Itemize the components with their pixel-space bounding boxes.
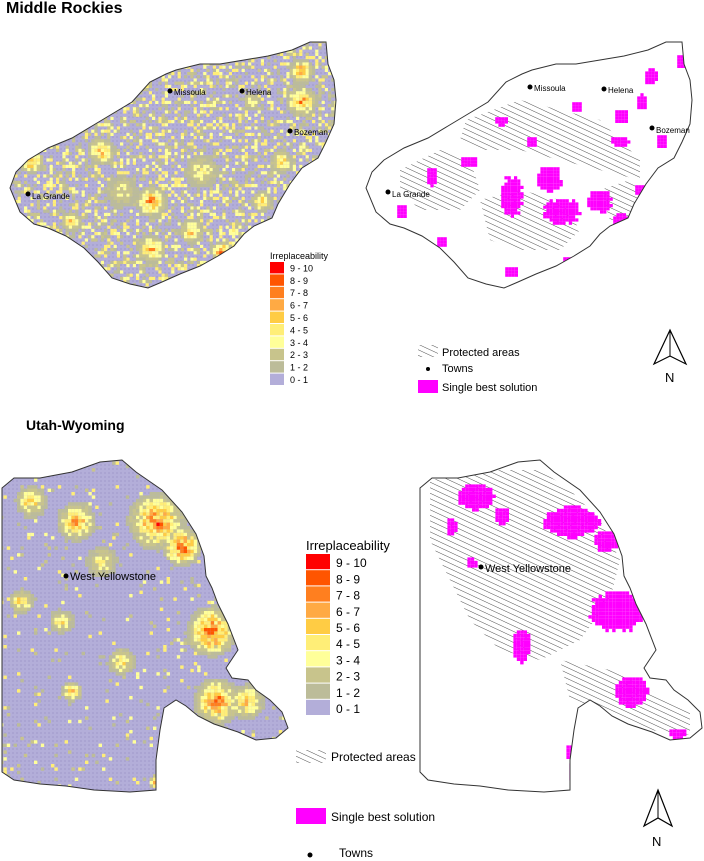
legend-label: 3 - 4 bbox=[290, 338, 308, 348]
legend-swatch bbox=[306, 618, 330, 634]
legend-swatch bbox=[306, 586, 330, 602]
legend-swatch bbox=[270, 373, 284, 385]
town-label-missoula: Missoula bbox=[534, 84, 566, 93]
north-label: N bbox=[665, 370, 674, 385]
town-marker bbox=[601, 86, 607, 92]
legend-middle-rockies: Irreplaceability 9 - 10 8 - 9 7 - 8 6 - 7 5 … bbox=[270, 251, 329, 385]
legend-label: 6 - 7 bbox=[290, 301, 308, 311]
town-label-helena: Helena bbox=[246, 88, 272, 97]
legend-label: 1 - 2 bbox=[336, 686, 360, 700]
towns-layer-middle-rockies-right: Missoula Helena Bozeman La Grande bbox=[385, 84, 690, 199]
legend-swatch bbox=[306, 667, 330, 683]
legend-label: 4 - 5 bbox=[336, 637, 360, 651]
legend-swatch bbox=[270, 336, 284, 348]
town-label-helena: Helena bbox=[608, 86, 634, 95]
town-label-west-yellowstone: West Yellowstone bbox=[70, 571, 156, 583]
legend-label: 7 - 8 bbox=[290, 288, 308, 298]
best-solution-swatch bbox=[418, 380, 438, 393]
town-marker bbox=[25, 191, 31, 197]
legend-swatch bbox=[306, 699, 330, 715]
town-marker bbox=[527, 84, 533, 90]
utah-wyoming-solution-map bbox=[419, 459, 703, 793]
legend-swatch bbox=[270, 274, 284, 286]
north-label: N bbox=[652, 834, 661, 849]
legend-swatch bbox=[270, 361, 284, 373]
legend-swatch bbox=[306, 651, 330, 667]
legend-swatch bbox=[306, 602, 330, 618]
legend-label: 4 - 5 bbox=[290, 325, 308, 335]
section-title-middle-rockies: Middle Rockies bbox=[6, 0, 123, 17]
town-marker bbox=[167, 88, 173, 94]
town-marker bbox=[385, 189, 391, 195]
town-marker bbox=[63, 573, 69, 579]
legend-label: 2 - 3 bbox=[290, 350, 308, 360]
town-marker bbox=[649, 125, 655, 131]
legend-utah-wyoming: Irreplaceability 9 - 10 8 - 9 7 - 8 6 - 7 5 … bbox=[306, 538, 390, 716]
towns-layer-utah-wyoming: West Yellowstone West Yellowstone bbox=[63, 563, 571, 583]
legend-label: 5 - 6 bbox=[336, 621, 360, 635]
key-protected-label: Protected areas bbox=[442, 347, 520, 359]
town-label-la-grande: La Grande bbox=[392, 190, 430, 199]
legend-title: Irreplaceability bbox=[270, 251, 329, 261]
legend-label: 2 - 3 bbox=[336, 670, 360, 684]
utah-wyoming-irreplaceability-map bbox=[1, 459, 289, 793]
protected-areas-swatch bbox=[418, 345, 438, 357]
legend-swatch bbox=[270, 348, 284, 361]
legend-swatch bbox=[270, 299, 284, 311]
north-arrow-icon: N bbox=[642, 788, 674, 849]
legend-label: 8 - 9 bbox=[290, 276, 308, 286]
best-solution-swatch bbox=[296, 808, 326, 824]
town-marker bbox=[239, 88, 245, 94]
towns-swatch bbox=[307, 852, 313, 858]
town-label-la-grande: La Grande bbox=[32, 192, 70, 201]
legend-label: 0 - 1 bbox=[290, 375, 308, 385]
legend-title: Irreplaceability bbox=[306, 538, 390, 553]
protected-areas-swatch bbox=[296, 750, 326, 763]
middle-rockies-solution-map bbox=[365, 41, 693, 289]
legend-swatch bbox=[306, 570, 330, 586]
legend-swatch bbox=[270, 324, 284, 336]
legend-swatch bbox=[306, 683, 330, 699]
key-best-label: Single best solution bbox=[331, 810, 435, 824]
key-protected-label: Protected areas bbox=[331, 750, 416, 764]
legend-label: 5 - 6 bbox=[290, 313, 308, 323]
legend-label: 8 - 9 bbox=[336, 572, 360, 586]
town-marker bbox=[287, 128, 293, 134]
town-label-missoula: Missoula bbox=[174, 88, 206, 97]
legend-label: 3 - 4 bbox=[336, 653, 360, 667]
legend-label: 6 - 7 bbox=[336, 605, 360, 619]
town-label-bozeman: Bozeman bbox=[656, 126, 690, 135]
section-title-utah-wyoming: Utah-Wyoming bbox=[26, 417, 125, 433]
towns-swatch bbox=[426, 367, 430, 371]
legend-swatch bbox=[270, 286, 284, 299]
legend-swatch bbox=[306, 635, 330, 651]
towns-layer-middle-rockies-left: Missoula Helena Bozeman La Grande bbox=[25, 88, 328, 201]
key-best-label: Single best solution bbox=[442, 382, 537, 394]
key-towns-label: Towns bbox=[442, 363, 474, 375]
legend-label: 9 - 10 bbox=[336, 556, 367, 570]
key-middle-rockies: Protected areas Towns Single best soluti… bbox=[418, 345, 537, 394]
legend-label: 0 - 1 bbox=[336, 702, 360, 716]
key-utah-wyoming: Protected areas Single best solution Tow… bbox=[296, 750, 435, 860]
legend-label: 9 - 10 bbox=[290, 263, 313, 273]
legend-swatch bbox=[270, 311, 284, 323]
legend-label: 1 - 2 bbox=[290, 363, 308, 373]
legend-label: 7 - 8 bbox=[336, 589, 360, 603]
town-label-west-yellowstone: West Yellowstone bbox=[485, 563, 571, 575]
legend-swatch bbox=[270, 262, 284, 274]
north-arrow-icon: N bbox=[652, 328, 688, 385]
legend-swatch bbox=[306, 554, 330, 570]
key-towns-label: Towns bbox=[339, 846, 373, 860]
town-label-bozeman: Bozeman bbox=[294, 128, 328, 137]
town-marker bbox=[478, 564, 484, 570]
